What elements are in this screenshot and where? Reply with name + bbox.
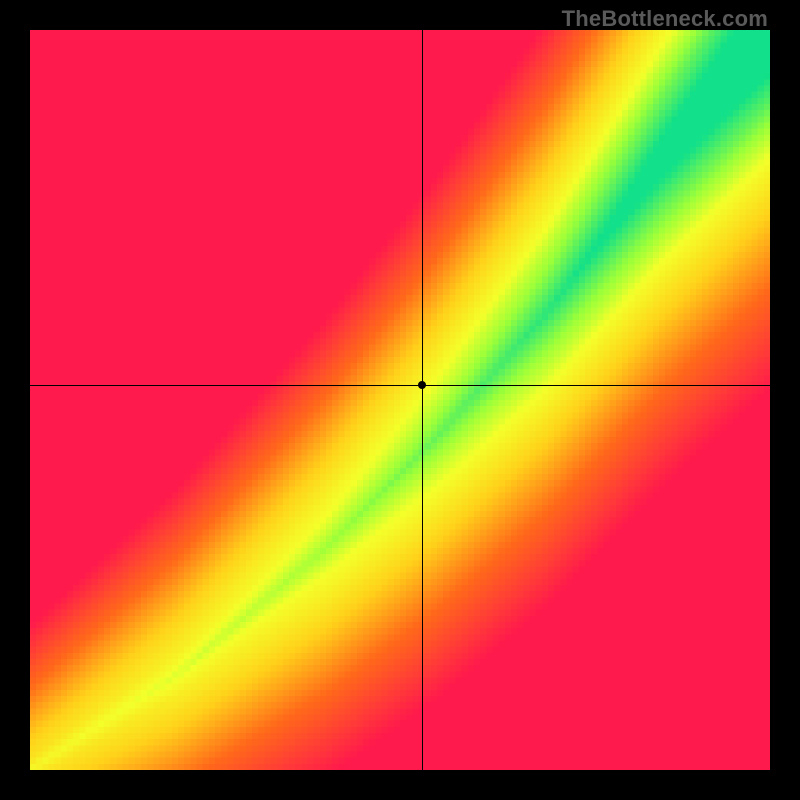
watermark-text: TheBottleneck.com xyxy=(562,6,768,32)
crosshair-vertical-line xyxy=(422,30,423,770)
bottleneck-heatmap xyxy=(30,30,770,770)
root-container: TheBottleneck.com xyxy=(0,0,800,800)
crosshair-horizontal-line xyxy=(30,385,770,386)
crosshair-marker-dot xyxy=(418,381,426,389)
